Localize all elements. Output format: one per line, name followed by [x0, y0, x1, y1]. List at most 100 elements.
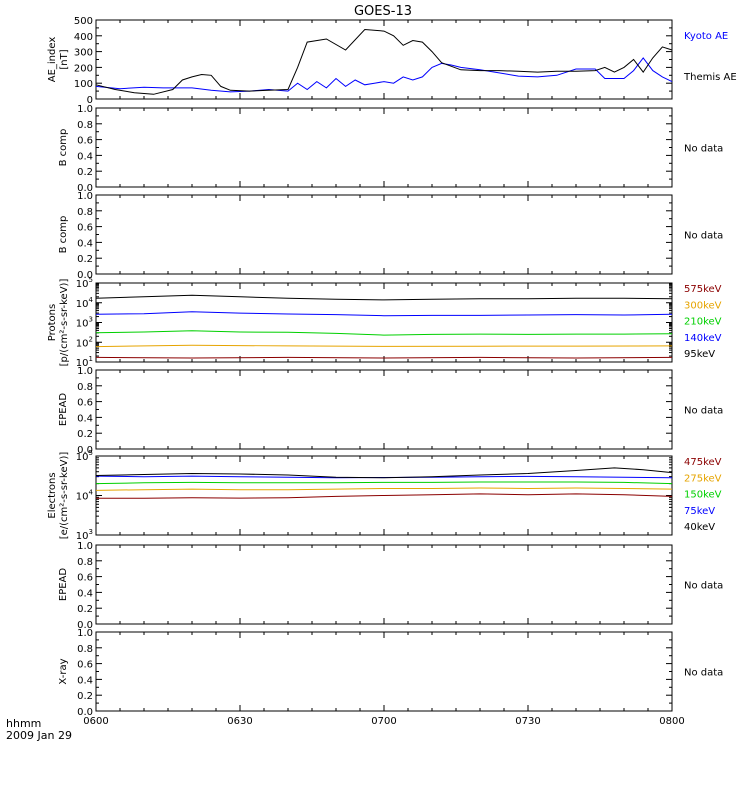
- y-axis-label: B comp: [58, 129, 69, 167]
- y-axis-label: EPEAD: [58, 393, 69, 427]
- legend-entry: 140keV: [684, 333, 722, 344]
- series-line-kyoto-ae: [95, 57, 673, 93]
- panel-frame: [95, 631, 673, 712]
- y-tick-label: 0.2: [77, 691, 93, 702]
- no-data-label: No data: [684, 231, 723, 242]
- y-tick-label: 0.0: [77, 270, 93, 281]
- y-tick-label: 0.2: [77, 429, 93, 440]
- legend-entry: 150keV: [684, 490, 722, 501]
- series-line-150kev: [95, 481, 673, 485]
- legend-entry: 575keV: [684, 284, 722, 295]
- y-tick-label: 0: [87, 95, 93, 106]
- series-line-210kev: [95, 330, 673, 336]
- panels-group: AE_index [nT] 0 100 200 300 400 500 Kyoto AE Them…: [47, 16, 737, 718]
- panel-frame: [95, 544, 673, 625]
- y-tick-label: 1.0: [77, 541, 93, 552]
- time-tick-label: 0730: [515, 716, 540, 727]
- panel-frame: [95, 19, 673, 100]
- y-axis-label: Protons: [47, 304, 58, 341]
- time-axis-footer-label: hhmm: [6, 717, 41, 730]
- legend-entry: 475keV: [684, 457, 722, 468]
- panel-frame: [95, 282, 673, 363]
- no-data-label: No data: [684, 144, 723, 155]
- y-axis-label: [nT]: [59, 49, 70, 69]
- y-tick-label: 200: [74, 63, 93, 74]
- time-axis: 0600 0630 0700 0730 0800: [83, 716, 684, 727]
- y-tick-label: 500: [74, 16, 93, 27]
- panel-frame: [95, 369, 673, 450]
- y-tick-label: 1.0: [77, 366, 93, 377]
- y-tick-label: 0.4: [77, 675, 93, 686]
- y-tick-label: 0.6: [77, 136, 93, 147]
- legend-entry: 210keV: [684, 317, 722, 328]
- legend-entry: 275keV: [684, 473, 722, 484]
- y-tick-label: 103: [76, 528, 93, 542]
- panel-1: AE_index [nT] 0 100 200 300 400 500 Kyoto AE Them…: [47, 16, 737, 106]
- legend-entry: Themis AE: [683, 72, 737, 83]
- y-tick-label: 400: [74, 32, 93, 43]
- y-tick-label: 104: [76, 489, 94, 503]
- time-tick-label: 0700: [371, 716, 396, 727]
- panel-5: EPEAD 0.0 0.2 0.4 0.6 0.8 1.0 No data: [58, 366, 723, 456]
- y-tick-label: 0.0: [77, 445, 93, 456]
- panel-frame: [95, 107, 673, 188]
- legend-entry: 75keV: [684, 506, 715, 517]
- y-tick-label: 0.4: [77, 151, 93, 162]
- y-tick-label: 0.4: [77, 238, 93, 249]
- panel-frame: [95, 194, 673, 275]
- y-tick-label: 0.2: [77, 254, 93, 265]
- series-line-300kev: [95, 344, 673, 348]
- y-tick-label: 0.2: [77, 604, 93, 615]
- y-tick-label: 0.8: [77, 207, 93, 218]
- legend-entry: 300keV: [684, 300, 722, 311]
- y-tick-label: 0.0: [77, 183, 93, 194]
- time-tick-label: 0600: [83, 716, 108, 727]
- series-line-themis-ae: [95, 28, 673, 95]
- no-data-label: No data: [684, 406, 723, 417]
- y-axis-label: Electrons: [47, 472, 58, 518]
- panel-2: B comp 0.0 0.2 0.4 0.6 0.8 1.0 No data: [58, 104, 723, 194]
- y-tick-label: 0.0: [77, 620, 93, 631]
- y-tick-label: 0.6: [77, 660, 93, 671]
- y-axis-label: [p/(cm²-s-sr-keV)]: [59, 279, 70, 367]
- y-tick-label: 0.8: [77, 382, 93, 393]
- series-line-140kev: [95, 311, 673, 317]
- legend-entry: 95keV: [684, 349, 715, 360]
- y-axis-label: [e/(cm²-s-sr-keV)]: [59, 452, 70, 540]
- y-tick-label: 0.0: [77, 707, 93, 718]
- y-tick-label: 0.6: [77, 398, 93, 409]
- panel-8: X-ray 0.0 0.2 0.4 0.6 0.8 1.0 No data: [58, 628, 723, 718]
- panel-7: EPEAD 0.0 0.2 0.4 0.6 0.8 1.0 No data: [58, 541, 723, 631]
- time-axis-date-label: 2009 Jan 29: [6, 729, 72, 742]
- y-tick-label: 300: [74, 48, 93, 59]
- series-line-95kev: [95, 294, 673, 301]
- series-line-40kev: [95, 467, 673, 479]
- y-axis-label: B comp: [58, 216, 69, 254]
- y-tick-label: 105: [76, 276, 93, 290]
- y-tick-label: 102: [76, 335, 93, 349]
- y-tick-label: 0.4: [77, 413, 93, 424]
- y-axis-label: EPEAD: [58, 568, 69, 602]
- y-tick-label: 105: [76, 449, 93, 463]
- y-tick-label: 100: [74, 79, 93, 90]
- panel-6: Electrons [e/(cm²-s-sr-keV)] 103 104 105 475k…: [47, 449, 722, 542]
- y-tick-label: 1.0: [77, 628, 93, 639]
- legend-entry: Kyoto AE: [684, 31, 728, 42]
- y-axis-label: AE_index: [47, 37, 58, 83]
- y-tick-label: 0.8: [77, 644, 93, 655]
- series-line-575kev: [95, 356, 673, 359]
- y-tick-label: 1.0: [77, 104, 93, 115]
- y-tick-label: 103: [76, 316, 93, 330]
- legend-entry: 40keV: [684, 522, 715, 533]
- y-tick-label: 104: [76, 296, 94, 310]
- series-line-275kev: [95, 487, 673, 491]
- time-tick-label: 0630: [227, 716, 252, 727]
- y-tick-label: 0.6: [77, 573, 93, 584]
- y-axis-label: X-ray: [58, 658, 69, 684]
- y-tick-label: 0.6: [77, 223, 93, 234]
- no-data-label: No data: [684, 581, 723, 592]
- y-tick-label: 1.0: [77, 191, 93, 202]
- y-tick-label: 0.2: [77, 167, 93, 178]
- panel-3: B comp 0.0 0.2 0.4 0.6 0.8 1.0 No data: [58, 191, 723, 281]
